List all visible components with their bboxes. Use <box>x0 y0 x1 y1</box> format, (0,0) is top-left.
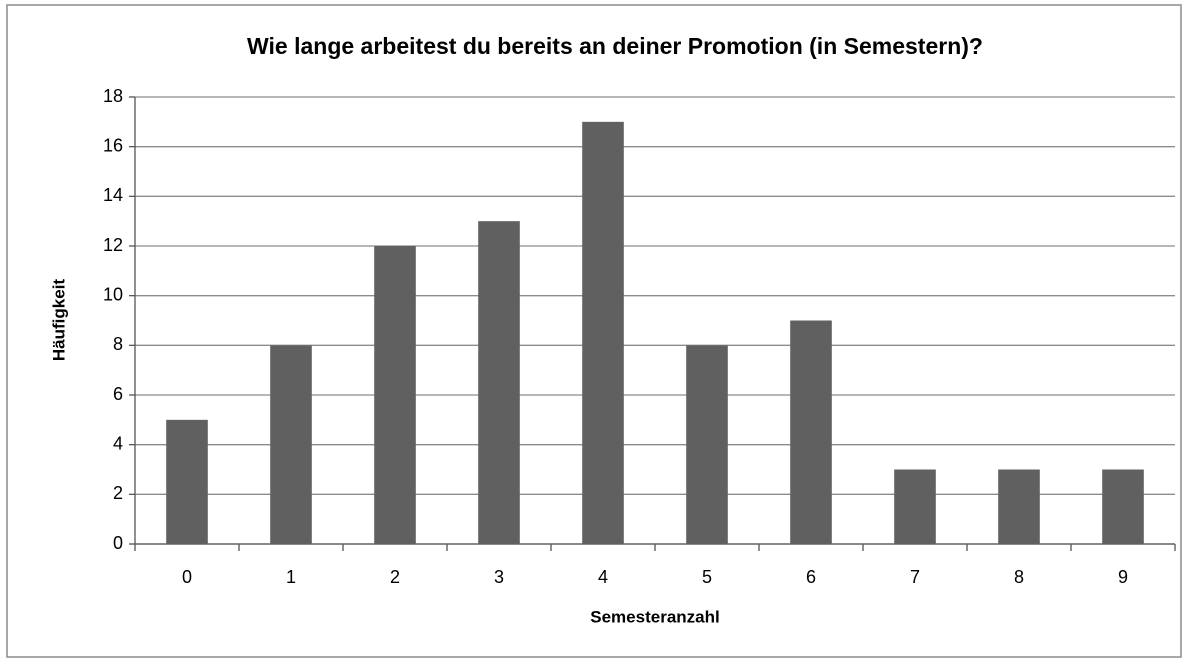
bar <box>166 419 208 544</box>
y-tick-label: 14 <box>103 185 123 205</box>
bar <box>686 345 728 544</box>
bar <box>478 221 520 544</box>
bar <box>270 345 312 544</box>
x-tick-label: 3 <box>494 567 504 587</box>
x-tick-label: 7 <box>910 567 920 587</box>
x-tick-label: 2 <box>390 567 400 587</box>
y-tick-label: 6 <box>113 384 123 404</box>
x-tick-label: 9 <box>1118 567 1128 587</box>
bar <box>1102 469 1144 544</box>
y-tick-label: 10 <box>103 284 123 304</box>
x-tick-label: 8 <box>1014 567 1024 587</box>
x-tick-label: 0 <box>182 567 192 587</box>
bar <box>998 469 1040 544</box>
y-tick-label: 18 <box>103 86 123 106</box>
y-tick-label: 16 <box>103 135 123 155</box>
y-tick-label: 2 <box>113 483 123 503</box>
bar <box>894 469 936 544</box>
y-tick-label: 4 <box>113 433 123 453</box>
x-tick-label: 6 <box>806 567 816 587</box>
x-tick-label: 5 <box>702 567 712 587</box>
y-tick-label: 8 <box>113 334 123 354</box>
chart-title: Wie lange arbeitest du bereits an deiner… <box>247 33 983 59</box>
bar <box>374 246 416 544</box>
x-tick-label: 1 <box>286 567 296 587</box>
x-axis-label: Semesteranzahl <box>590 607 719 626</box>
bar <box>582 121 624 544</box>
y-tick-label: 12 <box>103 235 123 255</box>
y-axis-label: Häufigkeit <box>49 279 68 362</box>
y-tick-label: 0 <box>113 533 123 553</box>
x-tick-label: 4 <box>598 567 608 587</box>
bar <box>790 320 832 544</box>
